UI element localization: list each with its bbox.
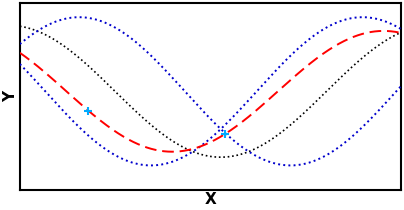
Y-axis label: Y: Y bbox=[4, 91, 19, 102]
X-axis label: X: X bbox=[204, 192, 216, 206]
